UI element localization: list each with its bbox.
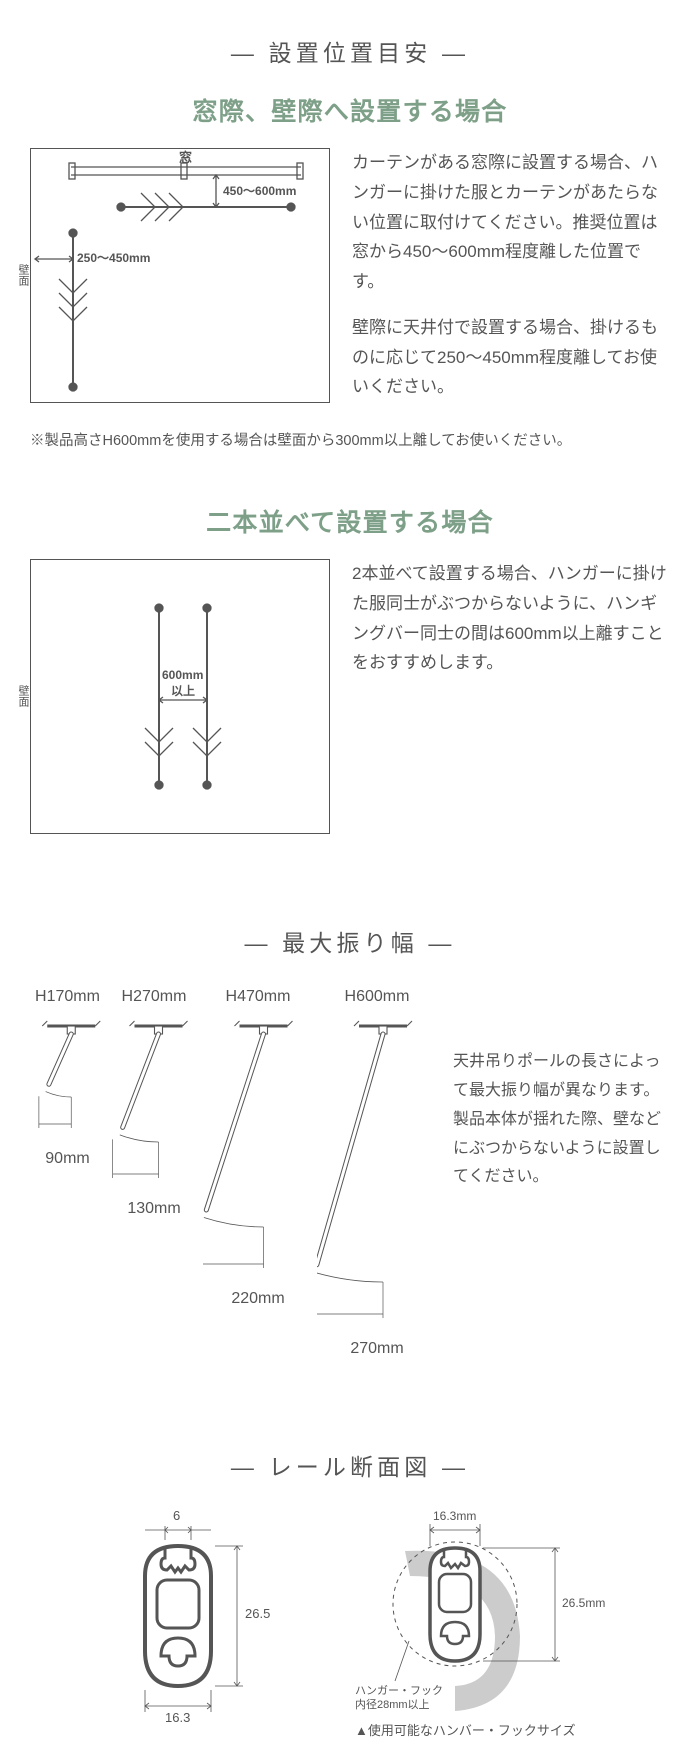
- window-label: 窓: [179, 147, 192, 166]
- pole-svg: [317, 1012, 437, 1332]
- pole-bottom-label: 90mm: [30, 1150, 105, 1168]
- two-bars-p: 2本並べて設置する場合、ハンガーに掛けた服同士がぶつからないように、ハンギングバ…: [352, 559, 670, 678]
- swing-title: — 最大振り幅 —: [30, 924, 670, 958]
- pole-bottom-label: 270mm: [317, 1340, 437, 1358]
- wall-label: 壁面: [15, 264, 31, 286]
- window-wall-text: カーテンがある窓際に設置する場合、ハンガーに掛けた服とカーテンがあたらない位置に…: [352, 148, 670, 418]
- pole-svg: [109, 1012, 199, 1192]
- pole-item: H470mm 220mm: [203, 988, 313, 1308]
- diagram-window-wall: 壁面: [30, 148, 330, 403]
- rail-title: — レール断面図 —: [30, 1448, 670, 1482]
- placement-title: — 設置位置目安 —: [30, 34, 670, 68]
- rail-left: 6 26.5 16.3: [65, 1506, 305, 1731]
- two-bars-row: 壁面 600mm 以上 2本: [30, 559, 670, 834]
- pole-bottom-label: 130mm: [109, 1200, 199, 1218]
- rail-r-h: 26.5mm: [562, 1596, 605, 1610]
- rail-caption: ▲使用可能なハンバー・フックサイズ: [355, 1720, 575, 1739]
- window-note: ※製品高さH600mmを使用する場合は壁面から300mm以上離してお使いください…: [30, 430, 670, 453]
- wall-label-2: 壁面: [15, 685, 31, 707]
- pole-item: H170mm 90mm: [30, 988, 105, 1168]
- pole-top-label: H600mm: [317, 988, 437, 1006]
- rail-l-bottom: 16.3: [165, 1710, 190, 1725]
- dim-250-450: 250〜450mm: [77, 249, 150, 266]
- pole-top-label: H470mm: [203, 988, 313, 1006]
- pole-top-label: H170mm: [30, 988, 105, 1006]
- rail-l-h: 26.5: [245, 1606, 270, 1621]
- two-bars-text: 2本並べて設置する場合、ハンガーに掛けた服同士がぶつからないように、ハンギングバ…: [352, 559, 670, 694]
- pole-svg: [30, 1012, 105, 1142]
- pole-bottom-label: 220mm: [203, 1290, 313, 1308]
- window-p2: 壁際に天井付で設置する場合、掛けるものに応じて250〜450mm程度離してお使い…: [352, 313, 670, 402]
- window-wall-row: 壁面: [30, 148, 670, 418]
- pole-item: H600mm 270mm: [317, 988, 437, 1358]
- rail-right: 16.3mm 26.5mm ハンガー・フック 内径28mm以上 ▲使用可能なハン…: [335, 1506, 635, 1731]
- pole-top-label: H270mm: [109, 988, 199, 1006]
- dim-450-600: 450〜600mm: [223, 182, 296, 199]
- pole-item: H270mm 130mm: [109, 988, 199, 1218]
- pole-svg: [203, 1012, 313, 1282]
- gap-600-bottom: 以上: [171, 682, 195, 699]
- window-wall-heading: 窓際、壁際へ設置する場合: [30, 92, 670, 128]
- gap-600-top: 600mm: [162, 668, 203, 682]
- window-p1: カーテンがある窓際に設置する場合、ハンガーに掛けた服とカーテンがあたらない位置に…: [352, 148, 670, 297]
- diagram-two-bars: 壁面 600mm 以上: [30, 559, 330, 834]
- rail-r-w: 16.3mm: [433, 1509, 476, 1523]
- swing-text: 天井吊りポールの長さによって最大振り幅が異なります。製品本体が揺れた際、壁などに…: [453, 1048, 670, 1192]
- pole-row: H170mm 90mm H270mm 130mm H470mm 220mm H600mm 27…: [30, 988, 670, 1358]
- two-bars-heading: 二本並べて設置する場合: [30, 503, 670, 539]
- rail-row: 6 26.5 16.3: [30, 1506, 670, 1731]
- hook-label-2: 内径28mm以上: [355, 1696, 430, 1712]
- rail-l-top: 6: [173, 1508, 180, 1523]
